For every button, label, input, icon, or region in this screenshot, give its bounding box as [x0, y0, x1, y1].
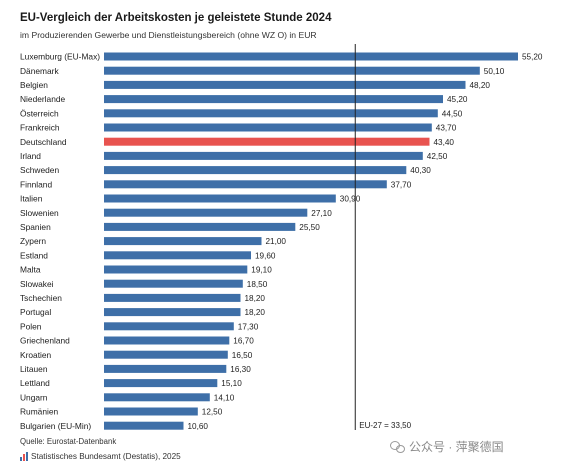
bar-litauen: [104, 364, 227, 373]
bar-dänemark: [104, 66, 480, 75]
category-label-luxemburg-eu-max: Luxemburg (EU-Max): [20, 52, 100, 62]
category-label-belgien: Belgien: [20, 80, 48, 90]
category-label-frankreich: Frankreich: [20, 123, 60, 133]
value-label-österreich: 44,50: [442, 109, 463, 118]
chart-subtitle: im Produzierenden Gewerbe und Dienstleis…: [20, 30, 317, 40]
bar-bulgarien-eu-min: [104, 421, 184, 430]
bar-portugal: [104, 308, 241, 317]
category-label-malta: Malta: [20, 265, 41, 275]
bar-polen: [104, 322, 234, 331]
category-label-slowakei: Slowakei: [20, 279, 54, 289]
bar-irland: [104, 151, 423, 160]
value-label-estland: 19,60: [255, 251, 276, 260]
value-label-bulgarien-eu-min: 10,60: [188, 422, 209, 431]
bar-niederlande: [104, 95, 443, 104]
category-label-schweden: Schweden: [20, 165, 59, 175]
bar-ungarn: [104, 393, 210, 402]
category-label-zypern: Zypern: [20, 236, 46, 246]
category-label-ungarn: Ungarn: [20, 392, 48, 402]
value-label-ungarn: 14,10: [214, 393, 235, 402]
category-label-polen: Polen: [20, 321, 42, 331]
category-label-estland: Estland: [20, 250, 48, 260]
bar-tschechien: [104, 293, 241, 302]
category-label-dänemark: Dänemark: [20, 66, 59, 76]
value-label-luxemburg-eu-max: 55,20: [522, 53, 543, 62]
value-label-griechenland: 16,70: [233, 337, 254, 346]
value-label-dänemark: 50,10: [484, 67, 505, 76]
bar-schweden: [104, 166, 407, 175]
bar-estland: [104, 251, 251, 260]
value-label-rumänien: 12,50: [202, 408, 223, 417]
value-label-slowenien: 27,10: [311, 209, 332, 218]
category-label-österreich: Österreich: [20, 108, 59, 118]
category-label-bulgarien-eu-min: Bulgarien (EU-Min): [20, 421, 91, 431]
bar-griechenland: [104, 336, 230, 345]
category-label-finnland: Finnland: [20, 179, 52, 189]
bar-österreich: [104, 109, 438, 118]
watermark: 公众号 · 萍聚德国: [390, 438, 504, 455]
chart-title: EU-Vergleich der Arbeitskosten je geleis…: [20, 12, 332, 24]
category-label-rumänien: Rumänien: [20, 407, 59, 417]
value-label-slowakei: 18,50: [247, 280, 268, 289]
bar-spanien: [104, 222, 296, 231]
destatis-logo-icon: [20, 452, 28, 461]
footer-text: Statistisches Bundesamt (Destatis), 2025: [31, 452, 181, 461]
value-label-niederlande: 45,20: [447, 95, 468, 104]
value-label-italien: 30,90: [340, 195, 361, 204]
value-label-zypern: 21,00: [266, 237, 287, 246]
bar-chart: Luxemburg (EU-Max) 55,20 Dänemark 50,10 Belg…: [20, 44, 543, 431]
value-label-frankreich: 43,70: [436, 124, 457, 133]
value-label-spanien: 25,50: [299, 223, 320, 232]
bar-kroatien: [104, 350, 228, 359]
value-label-lettland: 15,10: [221, 379, 242, 388]
bar-frankreich: [104, 123, 432, 132]
category-label-slowenien: Slowenien: [20, 208, 59, 218]
bar-slowakei: [104, 279, 243, 288]
category-label-kroatien: Kroatien: [20, 350, 52, 360]
category-label-spanien: Spanien: [20, 222, 51, 232]
value-label-kroatien: 16,50: [232, 351, 253, 360]
bar-belgien: [104, 80, 466, 89]
eu27-reference-label: EU-27 = 33,50: [359, 421, 411, 430]
watermark-text: 公众号 · 萍聚德国: [409, 440, 504, 454]
value-label-portugal: 18,20: [245, 308, 266, 317]
bar-luxemburg-eu-max: [104, 52, 518, 61]
value-label-malta: 19,10: [251, 266, 272, 275]
value-label-tschechien: 18,20: [245, 294, 266, 303]
category-label-tschechien: Tschechien: [20, 293, 62, 303]
category-label-portugal: Portugal: [20, 307, 51, 317]
category-label-italien: Italien: [20, 194, 43, 204]
value-label-deutschland: 43,40: [434, 138, 455, 147]
value-label-belgien: 48,20: [470, 81, 491, 90]
footer: Statistisches Bundesamt (Destatis), 2025: [20, 452, 181, 461]
value-label-schweden: 40,30: [410, 166, 431, 175]
category-label-lettland: Lettland: [20, 378, 50, 388]
category-label-griechenland: Griechenland: [20, 336, 70, 346]
bar-finnland: [104, 180, 387, 189]
bar-italien: [104, 194, 336, 203]
bar-slowenien: [104, 208, 308, 217]
category-label-irland: Irland: [20, 151, 41, 161]
bar-malta: [104, 265, 248, 274]
bar-lettland: [104, 379, 218, 388]
category-label-deutschland: Deutschland: [20, 137, 67, 147]
bar-deutschland: [104, 137, 430, 146]
value-label-polen: 17,30: [238, 322, 259, 331]
bar-zypern: [104, 237, 262, 246]
category-label-niederlande: Niederlande: [20, 94, 66, 104]
value-label-finnland: 37,70: [391, 180, 412, 189]
source-note: Quelle: Eurostat-Datenbank: [20, 437, 117, 446]
value-label-litauen: 16,30: [230, 365, 251, 374]
wechat-icon: [390, 440, 405, 453]
category-label-litauen: Litauen: [20, 364, 48, 374]
bar-rumänien: [104, 407, 198, 416]
value-label-irland: 42,50: [427, 152, 448, 161]
